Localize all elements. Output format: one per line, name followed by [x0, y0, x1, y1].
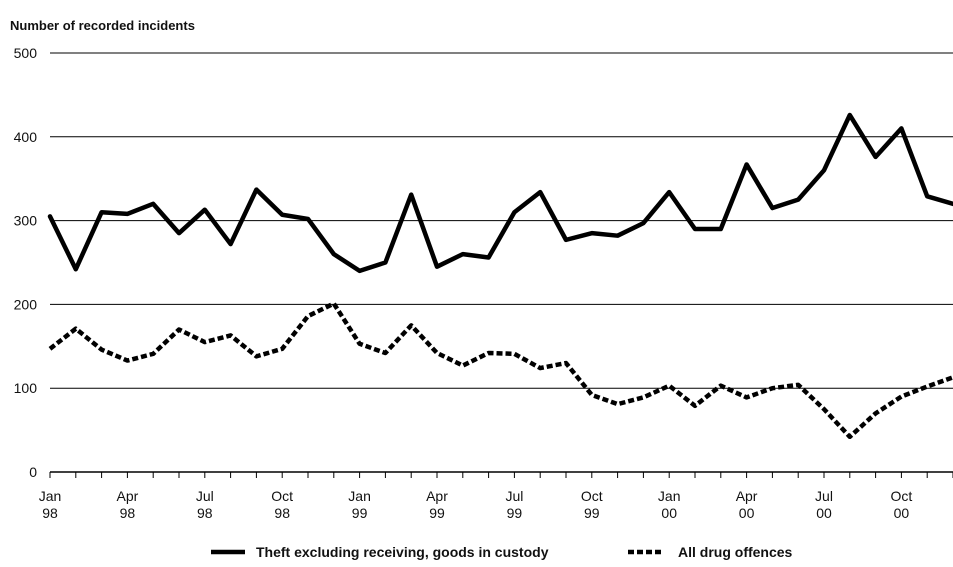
x-tick-label-month: Jul [815, 488, 833, 504]
x-tick-label-year: 98 [274, 505, 290, 521]
x-tick-label-month: Oct [891, 488, 913, 504]
y-tick-label: 200 [14, 296, 38, 312]
y-tick-label: 0 [29, 464, 37, 480]
y-tick-label: 100 [14, 380, 38, 396]
x-tick-label-year: 99 [429, 505, 445, 521]
x-tick-label-year: 98 [197, 505, 213, 521]
x-axis [49, 471, 953, 478]
x-tick-label-month: Jul [196, 488, 214, 504]
x-tick-label-month: Jul [505, 488, 523, 504]
x-tick-label-month: Jan [658, 488, 681, 504]
y-tick-label: 400 [14, 129, 38, 145]
legend-label-2: All drug offences [678, 544, 793, 560]
legend-label-1: Theft excluding receiving, goods in cust… [256, 544, 549, 560]
y-tick-label: 500 [14, 45, 38, 61]
gridlines [50, 52, 953, 389]
y-tick-labels: 0 100 200 300 400 500 [14, 45, 38, 480]
x-tick-label-year: 00 [894, 505, 910, 521]
x-tick-label-year: 99 [584, 505, 600, 521]
series-line-2 [48, 301, 953, 440]
x-tick-label-year: 00 [661, 505, 677, 521]
y-axis-label: Number of recorded incidents [10, 18, 195, 33]
x-tick-label-year: 98 [42, 505, 58, 521]
series-lines [47, 112, 953, 440]
x-tick-label-month: Oct [271, 488, 293, 504]
x-tick-label-year: 99 [507, 505, 523, 521]
x-tick-label-month: Jan [39, 488, 62, 504]
x-tick-label-month: Apr [426, 488, 448, 504]
x-tick-labels: Jan98Apr98Jul98Oct98Jan99Apr99Jul99Oct99… [39, 488, 913, 521]
x-tick-label-month: Oct [581, 488, 603, 504]
x-tick-label-year: 00 [739, 505, 755, 521]
x-tick-label-year: 99 [352, 505, 368, 521]
y-tick-label: 300 [14, 213, 38, 229]
x-tick-label-year: 98 [120, 505, 136, 521]
x-tick-label-month: Jan [348, 488, 371, 504]
x-tick-label-month: Apr [736, 488, 758, 504]
x-tick-label-year: 00 [816, 505, 832, 521]
legend: Theft excluding receiving, goods in cust… [211, 544, 793, 560]
x-tick-label-month: Apr [117, 488, 139, 504]
series-line-1 [47, 112, 953, 274]
